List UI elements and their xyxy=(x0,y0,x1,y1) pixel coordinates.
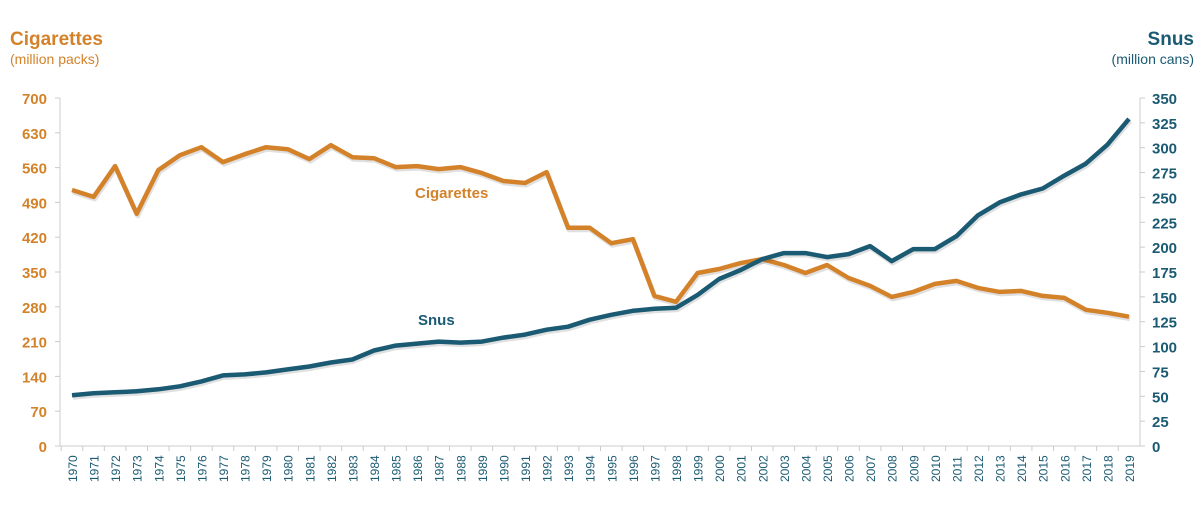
x-tick-label: 2005 xyxy=(821,455,835,482)
x-tick-label: 2009 xyxy=(907,455,921,482)
x-tick-label: 1982 xyxy=(325,455,339,482)
x-tick-label: 1992 xyxy=(541,455,555,482)
series-label-cigarettes: Cigarettes xyxy=(415,185,488,202)
x-tick-label: 1981 xyxy=(303,455,317,482)
left-tick-label: 0 xyxy=(39,439,47,456)
x-tick-label: 2006 xyxy=(843,455,857,482)
left-tick-label: 140 xyxy=(22,369,47,386)
x-tick-label: 1975 xyxy=(174,455,188,482)
x-tick-label: 1978 xyxy=(239,455,253,482)
right-tick-label: 225 xyxy=(1152,215,1177,232)
x-tick-label: 1972 xyxy=(109,455,123,482)
x-tick-label: 1990 xyxy=(497,455,511,482)
x-tick-label: 2019 xyxy=(1123,455,1137,482)
series-line-cigarettes xyxy=(71,142,1130,319)
x-tick-label: 2018 xyxy=(1101,455,1115,482)
right-tick-label: 0 xyxy=(1152,439,1160,456)
x-tick-label: 1988 xyxy=(454,455,468,482)
x-tick-label: 1987 xyxy=(433,455,447,482)
left-tick-label: 350 xyxy=(22,265,47,282)
x-tick-label: 1995 xyxy=(605,455,619,482)
right-tick-label: 100 xyxy=(1152,340,1177,357)
right-tick-label: 275 xyxy=(1152,166,1177,183)
right-tick-label: 150 xyxy=(1152,290,1177,307)
x-tick-label: 2010 xyxy=(929,455,943,482)
right-tick-label: 175 xyxy=(1152,265,1177,282)
x-tick-label: 2002 xyxy=(756,455,770,482)
x-tick-label: 2007 xyxy=(864,455,878,482)
right-tick-label: 300 xyxy=(1152,141,1177,158)
x-tick-label: 1980 xyxy=(282,455,296,482)
x-tick-label: 2012 xyxy=(972,455,986,482)
x-tick-label: 1973 xyxy=(131,455,145,482)
right-tick-label: 125 xyxy=(1152,315,1177,332)
x-tick-label: 2000 xyxy=(713,455,727,482)
x-tick-label: 1985 xyxy=(390,455,404,482)
left-tick-label: 560 xyxy=(22,161,47,178)
series-label-snus: Snus xyxy=(418,312,455,329)
x-tick-label: 2013 xyxy=(994,455,1008,482)
right-tick-label: 50 xyxy=(1152,389,1169,406)
x-tick-label: 1971 xyxy=(88,455,102,482)
x-tick-label: 1989 xyxy=(476,455,490,482)
x-tick-label: 1991 xyxy=(519,455,533,482)
x-tick-label: 1998 xyxy=(670,455,684,482)
right-tick-label: 75 xyxy=(1152,364,1169,381)
x-tick-label: 1999 xyxy=(692,455,706,482)
x-tick-label: 2014 xyxy=(1015,455,1029,482)
x-tick-label: 2008 xyxy=(886,455,900,482)
x-tick-label: 1983 xyxy=(346,455,360,482)
x-tick-label: 1976 xyxy=(195,455,209,482)
right-tick-label: 250 xyxy=(1152,190,1177,207)
x-tick-label: 1994 xyxy=(584,455,598,482)
left-tick-label: 700 xyxy=(22,91,47,108)
series-line-snus xyxy=(71,117,1131,398)
x-tick-label: 1996 xyxy=(627,455,641,482)
left-tick-label: 630 xyxy=(22,126,47,143)
right-axis-subtitle: (million cans) xyxy=(1112,51,1194,67)
x-tick-label: 1986 xyxy=(411,455,425,482)
right-tick-label: 25 xyxy=(1152,414,1169,431)
x-tick-label: 2015 xyxy=(1037,455,1051,482)
x-tick-label: 1984 xyxy=(368,455,382,482)
x-tick-label: 2003 xyxy=(778,455,792,482)
x-tick-label: 2016 xyxy=(1058,455,1072,482)
left-tick-label: 210 xyxy=(22,335,47,352)
right-tick-label: 325 xyxy=(1152,116,1177,133)
x-tick-label: 2001 xyxy=(735,455,749,482)
x-tick-label: 1977 xyxy=(217,455,231,482)
left-tick-label: 420 xyxy=(22,230,47,247)
left-axis-title: Cigarettes xyxy=(10,29,103,50)
x-tick-label: 1997 xyxy=(648,455,662,482)
x-tick-label: 1993 xyxy=(562,455,576,482)
x-tick-label: 2004 xyxy=(799,455,813,482)
left-tick-label: 490 xyxy=(22,195,47,212)
right-tick-label: 350 xyxy=(1152,91,1177,108)
left-tick-label: 70 xyxy=(30,404,47,421)
x-tick-label: 1970 xyxy=(66,455,80,482)
x-tick-label: 1979 xyxy=(260,455,274,482)
series-shadow-cigarettes xyxy=(72,144,1131,322)
x-tick-label: 1974 xyxy=(152,455,166,482)
left-tick-label: 280 xyxy=(22,300,47,317)
right-axis-title: Snus xyxy=(1148,29,1194,50)
x-tick-label: 2017 xyxy=(1080,455,1094,482)
left-axis-subtitle: (million packs) xyxy=(10,51,99,67)
right-tick-label: 200 xyxy=(1152,240,1177,257)
x-tick-label: 2011 xyxy=(950,456,964,482)
